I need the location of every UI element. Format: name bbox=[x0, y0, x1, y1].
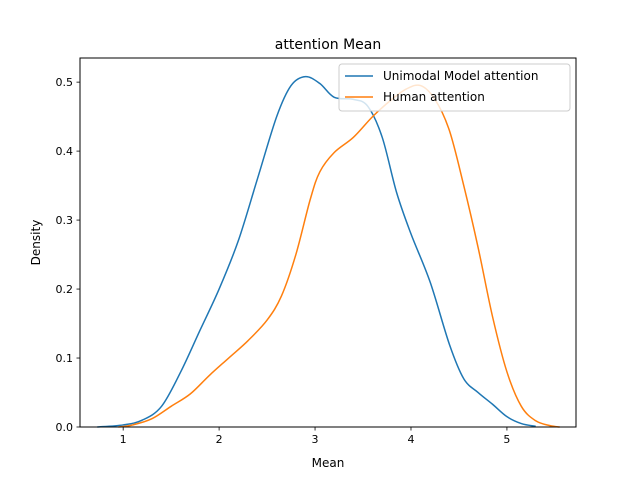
y-tick-label: 0.5 bbox=[56, 76, 74, 89]
y-tick-label: 0.4 bbox=[56, 145, 74, 158]
series-layer bbox=[97, 75, 560, 428]
series-line-1 bbox=[118, 84, 560, 428]
x-tick-label: 4 bbox=[407, 433, 414, 446]
y-tick-label: 0.1 bbox=[56, 352, 74, 365]
x-axis-label: Mean bbox=[312, 456, 345, 470]
ticks-layer: 1 2 3 4 5 0.0 0.1 0.2 0.3 0.4 0.5 bbox=[56, 76, 511, 446]
legend-label: Human attention bbox=[383, 90, 485, 104]
legend-frame bbox=[338, 63, 571, 112]
x-tick-label: 3 bbox=[312, 433, 319, 446]
y-tick-label: 0.3 bbox=[56, 214, 74, 227]
x-tick-label: 2 bbox=[216, 433, 223, 446]
plot-area bbox=[80, 58, 576, 427]
legend-label: Unimodal Model attention bbox=[383, 69, 538, 83]
y-tick-label: 0.2 bbox=[56, 283, 74, 296]
plot-frame bbox=[79, 57, 577, 428]
y-axis-label: Density bbox=[29, 220, 43, 266]
x-tick-label: 5 bbox=[503, 433, 510, 446]
series-line-0 bbox=[97, 75, 536, 428]
legend: Unimodal Model attention Human attention bbox=[338, 63, 571, 112]
chart-title: attention Mean bbox=[275, 37, 381, 53]
x-tick-label: 1 bbox=[120, 433, 127, 446]
y-tick-label: 0.0 bbox=[56, 421, 74, 434]
